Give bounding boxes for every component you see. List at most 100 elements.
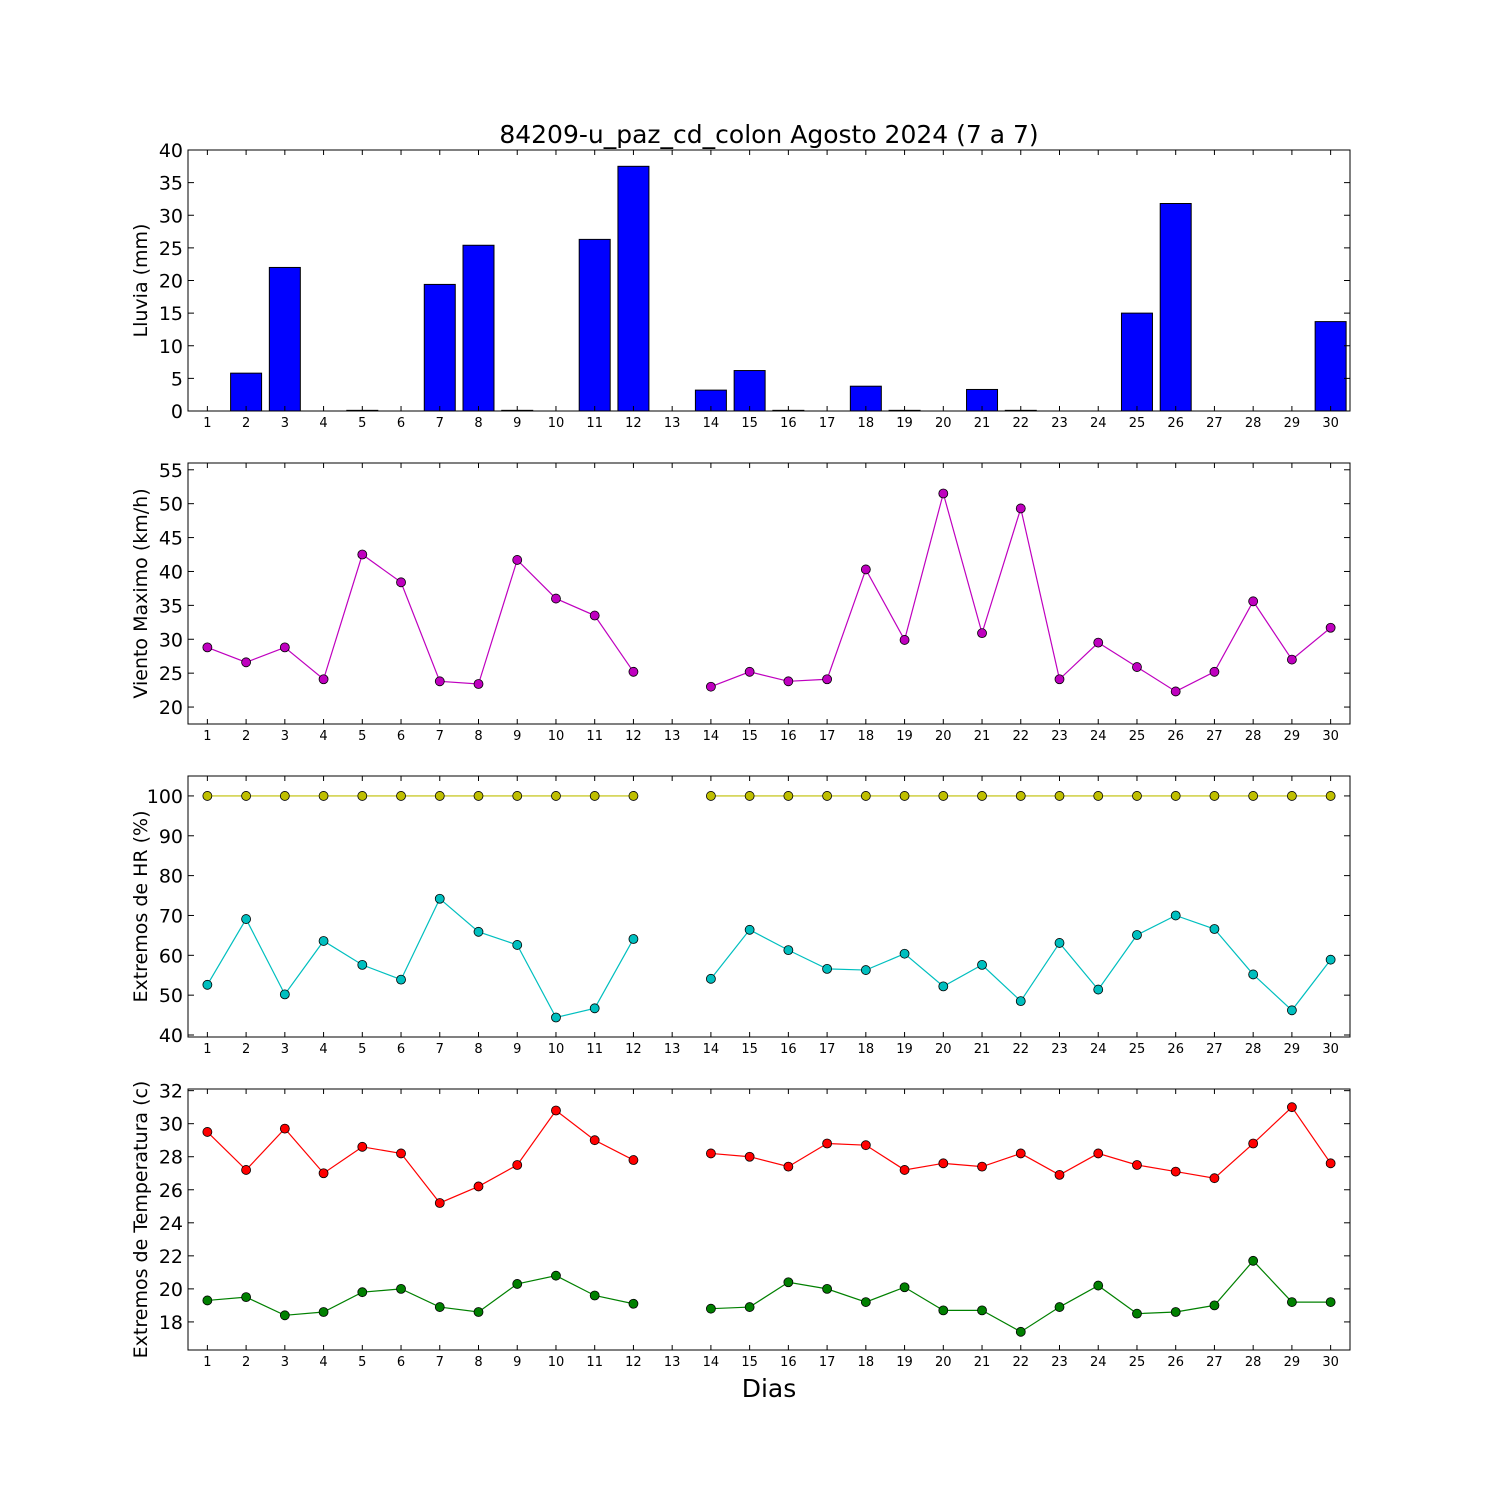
series-2-point-day-25 [1132,1308,1142,1319]
x-tick-label: 17 [819,416,836,431]
x-tick-label: 22 [1012,416,1029,431]
series-1-point-day-12 [628,666,639,677]
x-tick-label: 29 [1284,1042,1301,1057]
series-2-point-day-30 [1325,954,1336,965]
series-1-point-day-23 [1054,791,1065,801]
series-1-point-day-15 [744,1151,755,1162]
x-axis-label: Dias [742,1374,797,1403]
x-tick-label: 23 [1051,729,1068,744]
series-1-point-day-2 [241,1165,252,1175]
y-tick-label: 15 [159,303,183,325]
x-tick-label: 24 [1090,416,1107,431]
series-2-point-day-21 [977,959,987,970]
x-tick-label: 28 [1245,1355,1262,1370]
series-1-point-day-2 [241,791,252,801]
x-tick-label: 16 [780,1355,797,1370]
x-tick-label: 3 [281,1355,289,1370]
series-1-point-day-24 [1093,791,1104,801]
y-tick-label: 10 [159,336,183,358]
series-2-point-day-14 [706,973,716,984]
series-2-point-day-28 [1248,969,1259,980]
series-1-point-day-25 [1132,1160,1142,1170]
series-2-point-day-16 [783,1277,794,1288]
y-tick-label: 20 [159,1279,183,1301]
x-tick-label: 2 [242,1355,250,1370]
series-1-point-day-28 [1248,791,1259,801]
x-tick-label: 13 [664,1042,681,1057]
series-2-point-day-17 [822,1283,832,1294]
x-tick-label: 12 [625,416,642,431]
series-1-point-day-16 [783,1161,794,1172]
series-1-point-day-10 [551,791,561,801]
x-tick-label: 15 [741,1355,758,1370]
x-tick-label: 14 [703,416,720,431]
series-2-point-day-3 [279,989,290,1000]
series-2-point-day-18 [860,965,871,975]
x-tick-label: 19 [896,416,913,431]
series-1-point-day-3 [279,642,290,653]
x-tick-label: 6 [397,416,405,431]
y-tick-label: 24 [159,1213,183,1235]
x-tick-label: 10 [548,729,565,744]
series-1-point-day-24 [1093,1148,1104,1159]
y-tick-label: 20 [159,697,183,719]
x-tick-label: 4 [319,1042,327,1057]
series-1-point-day-20 [938,1158,949,1169]
x-tick-label: 11 [586,1355,603,1370]
x-tick-label: 12 [625,1042,642,1057]
x-tick-label: 19 [896,1355,913,1370]
series-1-point-day-27 [1209,666,1220,677]
series-2-point-day-24 [1093,984,1104,995]
plot-frame [187,775,1351,1038]
bar-day-2 [230,372,263,412]
y-tick-label: 26 [159,1180,183,1202]
x-tick-label: 21 [974,416,991,431]
x-tick-label: 30 [1322,1355,1339,1370]
x-tick-label: 15 [741,729,758,744]
series-1-point-day-25 [1132,791,1142,801]
x-tick-label: 22 [1012,1042,1029,1057]
series-2-point-day-23 [1054,938,1065,948]
series-1-point-day-22 [1015,503,1026,514]
series-2-point-day-5 [357,959,368,970]
series-1-point-day-7 [434,791,445,801]
x-tick-label: 1 [203,416,211,431]
series-1-point-day-11 [589,791,600,801]
series-2-point-day-26 [1170,1307,1181,1317]
x-tick-label: 28 [1245,416,1262,431]
bar-day-12 [617,165,650,412]
series-1-point-day-23 [1054,674,1065,685]
bar-day-15 [733,370,766,412]
x-tick-label: 13 [664,416,681,431]
series-1-point-day-1 [202,1127,213,1137]
series-2-point-day-7 [434,893,445,904]
series-1-point-day-1 [202,642,213,653]
x-tick-label: 29 [1284,729,1301,744]
series-2-point-day-21 [977,1305,987,1316]
x-tick-label: 21 [974,1355,991,1370]
x-tick-label: 13 [664,1355,681,1370]
series-1-point-day-30 [1325,1158,1336,1169]
y-tick-label: 80 [159,866,183,888]
x-tick-label: 11 [586,729,603,744]
series-1-point-day-17 [822,1138,832,1149]
series-1-point-day-14 [706,681,716,692]
series-1-line-1 [207,553,634,685]
bar-day-3 [268,266,301,412]
x-tick-label: 20 [935,1042,952,1057]
series-2-point-day-2 [241,914,252,924]
series-1-point-day-20 [938,791,949,801]
series-1-point-day-20 [938,488,949,499]
bar-day-11 [578,238,611,412]
series-1-point-day-2 [241,657,252,668]
x-tick-label: 27 [1206,416,1223,431]
series-2-point-day-29 [1287,1297,1297,1307]
x-tick-label: 26 [1167,416,1184,431]
x-tick-label: 6 [397,1355,405,1370]
x-tick-label: 25 [1129,1355,1146,1370]
series-1-point-day-1 [202,791,213,801]
series-2-point-day-27 [1209,1300,1220,1311]
y-axis-label: Viento Maximo (km/h) [130,488,152,698]
